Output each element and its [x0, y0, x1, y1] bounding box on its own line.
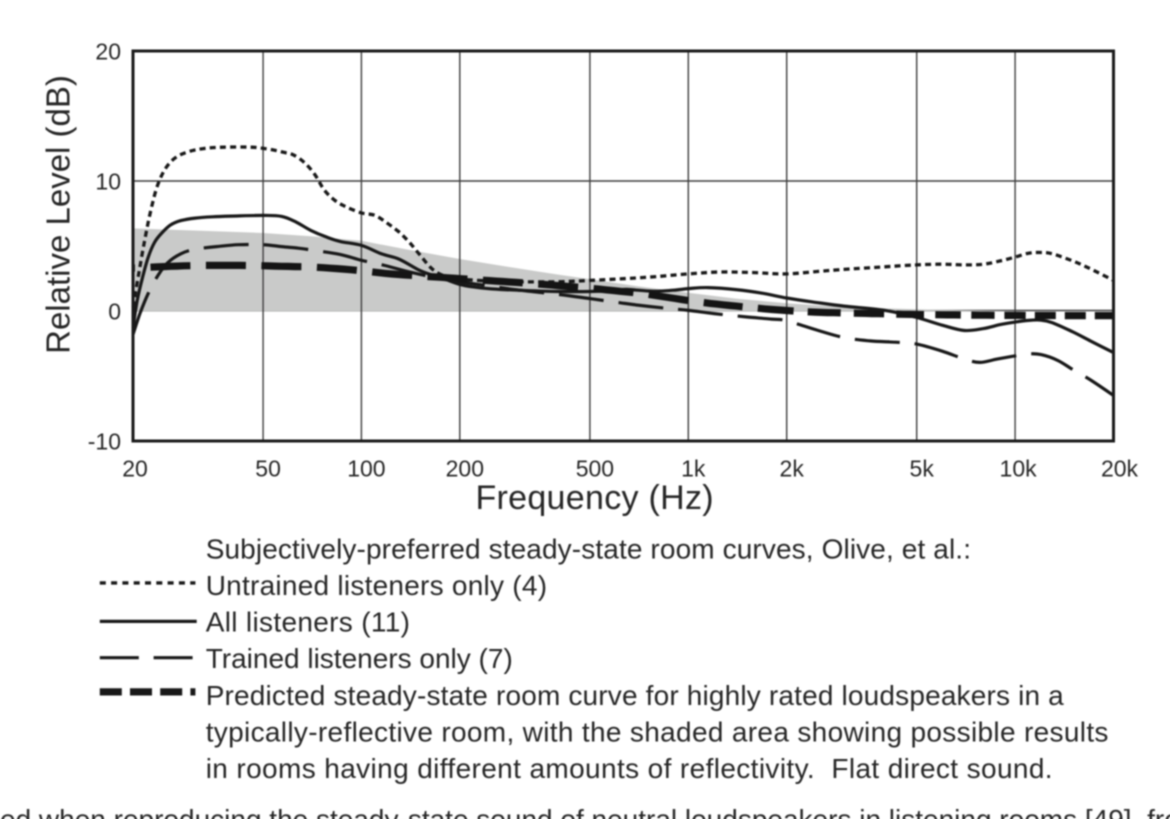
svg-text:10k: 10k: [1000, 456, 1038, 482]
svg-text:All listeners (11): All listeners (11): [206, 607, 411, 638]
svg-text:ed when reproducing the steady: ed when reproducing the steady-state sou…: [0, 804, 1170, 819]
svg-text:200: 200: [446, 456, 484, 482]
svg-text:10: 10: [95, 168, 121, 194]
svg-text:Relative Level (dB): Relative Level (dB): [40, 75, 77, 354]
svg-text:in rooms having different amou: in rooms having different amounts of ref…: [206, 753, 1053, 784]
svg-text:500: 500: [576, 456, 614, 482]
svg-text:1k: 1k: [681, 456, 706, 482]
svg-text:20: 20: [95, 38, 121, 64]
svg-text:typically-reflective room, wit: typically-reflective room, with the shad…: [206, 716, 1109, 747]
svg-text:20: 20: [122, 456, 148, 482]
svg-text:Trained listeners only (7): Trained listeners only (7): [206, 643, 513, 674]
svg-text:20k: 20k: [1101, 456, 1139, 482]
svg-text:Predicted steady-state room cu: Predicted steady-state room curve for hi…: [206, 680, 1064, 711]
svg-text:Frequency (Hz): Frequency (Hz): [475, 479, 713, 517]
svg-text:0: 0: [108, 298, 121, 324]
svg-text:2k: 2k: [780, 456, 805, 482]
svg-text:-10: -10: [88, 428, 121, 454]
svg-text:5k: 5k: [910, 456, 935, 482]
svg-text:Subjectively-preferred steady-: Subjectively-preferred steady-state room…: [206, 533, 971, 564]
svg-text:100: 100: [347, 456, 385, 482]
svg-text:50: 50: [255, 456, 281, 482]
svg-text:Untrained listeners only (4): Untrained listeners only (4): [206, 570, 548, 601]
